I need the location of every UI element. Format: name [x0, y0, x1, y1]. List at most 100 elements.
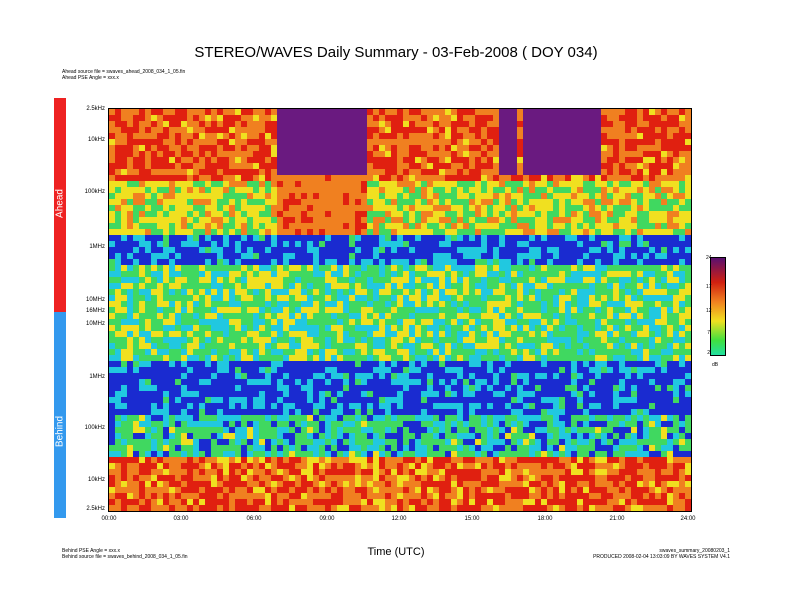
spectrogram-cell: [133, 157, 140, 164]
spectrogram-cell: [151, 355, 158, 362]
spectrogram-cell: [571, 181, 578, 188]
spectrogram-cell: [559, 385, 566, 392]
spectrogram-cell: [361, 217, 368, 224]
spectrogram-cell: [457, 151, 464, 158]
spectrogram-cell: [649, 295, 656, 302]
spectrogram-cell: [211, 343, 218, 350]
spectrogram-cell: [331, 139, 338, 146]
spectrogram-cell: [319, 211, 326, 218]
spectrogram-cell: [205, 403, 212, 410]
spectrogram-cell: [139, 277, 146, 284]
spectrogram-cell: [331, 295, 338, 302]
spectrogram-cell: [679, 391, 686, 398]
spectrogram-cell: [649, 181, 656, 188]
spectrogram-cell: [607, 151, 614, 158]
spectrogram-cell: [247, 385, 254, 392]
spectrogram-cell: [367, 247, 374, 254]
spectrogram-cell: [181, 295, 188, 302]
spectrogram-cell: [517, 121, 524, 128]
spectrogram-cell: [655, 373, 662, 380]
spectrogram-cell: [589, 307, 596, 314]
spectrogram-cell: [499, 259, 506, 266]
spectrogram-cell: [409, 211, 416, 218]
spectrogram-cell: [391, 343, 398, 350]
spectrogram-cell: [499, 223, 506, 230]
spectrogram-cell: [469, 199, 476, 206]
spectrogram-cell: [361, 265, 368, 272]
spectrogram-cell: [211, 391, 218, 398]
spectrogram-cell: [355, 379, 362, 386]
spectrogram-cell: [655, 253, 662, 260]
spectrogram-cell: [127, 181, 134, 188]
spectrogram-cell: [373, 301, 380, 308]
spectrogram-cell: [337, 391, 344, 398]
ahead-pse-angle: Ahead PSE Angle = xxx.x: [62, 75, 119, 81]
spectrogram-cell: [271, 337, 278, 344]
spectrogram-cell: [457, 409, 464, 416]
spectrogram-cell: [211, 133, 218, 140]
spectrogram-cell: [415, 217, 422, 224]
spectrogram-cell: [685, 355, 691, 362]
spectrogram-cell: [451, 211, 458, 218]
spectrogram-cell: [505, 139, 512, 146]
spectrogram-cell: [481, 325, 488, 332]
spectrogram-cell: [541, 241, 548, 248]
spectrogram-cell: [307, 331, 314, 338]
spectrogram-cell: [337, 211, 344, 218]
spectrogram-cell: [373, 175, 380, 182]
spectrogram-cell: [343, 205, 350, 212]
spectrogram-cell: [193, 343, 200, 350]
spectrogram-cell: [469, 349, 476, 356]
spectrogram-cell: [427, 403, 434, 410]
spectrogram-cell: [631, 163, 638, 170]
spectrogram-cell: [253, 373, 260, 380]
spectrogram-cell: [121, 223, 128, 230]
spectrogram-cell: [559, 133, 566, 140]
spectrogram-cell: [685, 157, 691, 164]
spectrogram-cell: [535, 409, 542, 416]
spectrogram-cell: [685, 163, 691, 170]
spectrogram-cell: [433, 403, 440, 410]
spectrogram-cell: [325, 211, 332, 218]
spectrogram-cell: [391, 313, 398, 320]
spectrogram-cell: [649, 343, 656, 350]
spectrogram-cell: [289, 109, 296, 116]
spectrogram-cell: [337, 235, 344, 242]
spectrogram-cell: [295, 235, 302, 242]
spectrogram-cell: [349, 187, 356, 194]
spectrogram-cell: [283, 193, 290, 200]
spectrogram-cell: [301, 193, 308, 200]
spectrogram-cell: [673, 379, 680, 386]
spectrogram-cell: [115, 289, 122, 296]
spectrogram-cell: [295, 301, 302, 308]
spectrogram-cell: [139, 235, 146, 242]
spectrogram-cell: [541, 235, 548, 242]
spectrogram-cell: [139, 385, 146, 392]
spectrogram-cell: [529, 331, 536, 338]
spectrogram-cell: [421, 133, 428, 140]
spectrogram-cell: [157, 139, 164, 146]
spectrogram-cell: [241, 397, 248, 404]
spectrogram-cell: [211, 193, 218, 200]
spectrogram-cell: [439, 187, 446, 194]
spectrogram-cell: [367, 217, 374, 224]
spectrogram-cell: [583, 373, 590, 380]
spectrogram-cell: [547, 385, 554, 392]
spectrogram-cell: [643, 265, 650, 272]
spectrogram-cell: [175, 349, 182, 356]
spectrogram-cell: [529, 409, 536, 416]
spectrogram-cell: [367, 403, 374, 410]
spectrogram-cell: [379, 337, 386, 344]
spectrogram-cell: [259, 175, 266, 182]
spectrogram-cell: [133, 145, 140, 152]
spectrogram-cell: [571, 145, 578, 152]
spectrogram-cell: [469, 265, 476, 272]
spectrogram-cell: [625, 187, 632, 194]
spectrogram-cell: [277, 349, 284, 356]
spectrogram-cell: [229, 169, 236, 176]
spectrogram-cell: [145, 373, 152, 380]
spectrogram-cell: [451, 295, 458, 302]
spectrogram-cell: [211, 313, 218, 320]
spectrogram-cell: [553, 145, 560, 152]
spectrogram-cell: [625, 337, 632, 344]
